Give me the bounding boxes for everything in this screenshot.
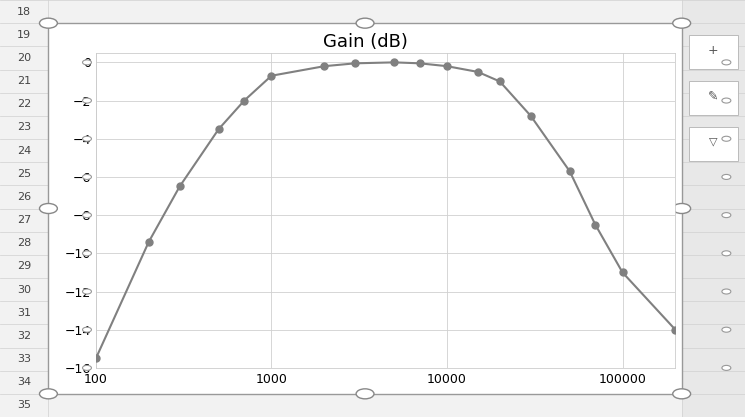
Text: 30: 30: [17, 284, 31, 294]
Text: 23: 23: [17, 123, 31, 133]
Bar: [689, 127, 738, 161]
Text: 25: 25: [17, 169, 31, 179]
Circle shape: [673, 203, 691, 214]
Text: 18: 18: [17, 7, 31, 17]
Bar: [48, 23, 682, 394]
Circle shape: [356, 389, 374, 399]
Text: 22: 22: [17, 99, 31, 109]
Text: 32: 32: [17, 331, 31, 341]
Text: 24: 24: [17, 146, 31, 156]
Text: Gain (dB): Gain (dB): [323, 33, 408, 51]
Text: 31: 31: [17, 308, 31, 318]
Text: 28: 28: [17, 238, 31, 248]
Text: ▽: ▽: [708, 137, 717, 147]
Text: 29: 29: [17, 261, 31, 271]
Text: +: +: [708, 43, 718, 57]
Circle shape: [673, 18, 691, 28]
Bar: [689, 81, 738, 115]
Text: 35: 35: [17, 400, 31, 410]
Text: 33: 33: [17, 354, 31, 364]
Text: 21: 21: [17, 76, 31, 86]
Bar: [689, 35, 738, 69]
Text: 34: 34: [17, 377, 31, 387]
Text: 20: 20: [17, 53, 31, 63]
Circle shape: [39, 389, 57, 399]
Bar: [682, 0, 745, 417]
Text: 27: 27: [17, 215, 31, 225]
Circle shape: [39, 203, 57, 214]
Text: 26: 26: [17, 192, 31, 202]
Text: 19: 19: [17, 30, 31, 40]
Circle shape: [356, 18, 374, 28]
Text: ✎: ✎: [708, 89, 718, 103]
Circle shape: [39, 18, 57, 28]
Circle shape: [673, 389, 691, 399]
